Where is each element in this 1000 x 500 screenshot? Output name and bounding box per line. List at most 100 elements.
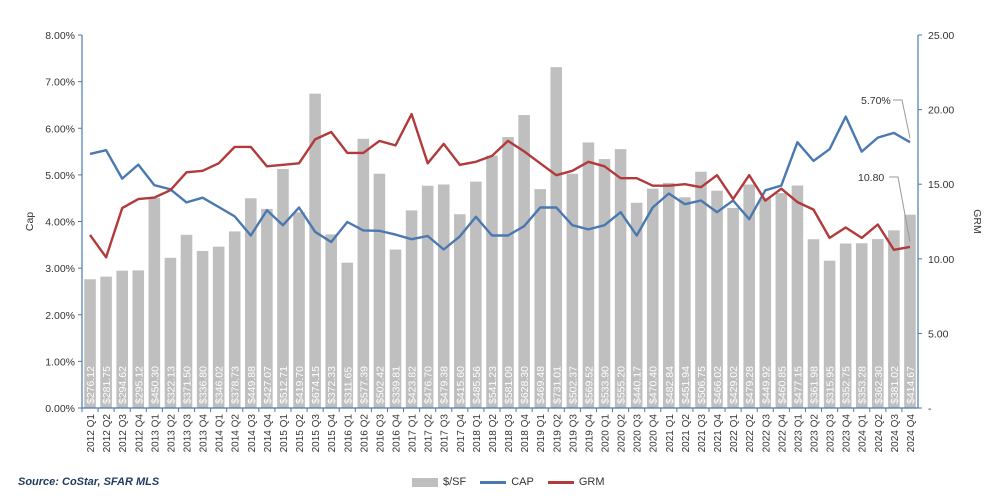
x-tick-label: 2017 Q3 xyxy=(440,414,451,453)
bar-value-label: $423.82 xyxy=(407,366,419,404)
bar-value-label: $674.15 xyxy=(310,366,322,404)
x-tick-label: 2020 Q2 xyxy=(617,414,628,453)
right-tick-label: 5.00 xyxy=(928,328,949,340)
x-tick-label: 2023 Q4 xyxy=(842,414,853,453)
x-tick-label: 2017 Q1 xyxy=(408,414,419,453)
bar-sf xyxy=(823,260,836,408)
bar-value-label: $294.62 xyxy=(117,366,129,404)
bar-sf xyxy=(293,212,305,408)
x-tick-label: 2012 Q4 xyxy=(134,414,145,453)
bar-value-label: $427.07 xyxy=(262,366,274,404)
legend-label-grm: GRM xyxy=(578,476,605,488)
x-tick-label: 2019 Q1 xyxy=(536,414,547,453)
legend-swatch-cap xyxy=(480,480,507,484)
x-tick-label: 2015 Q1 xyxy=(279,414,290,453)
left-tick-label: 2.00% xyxy=(45,310,75,322)
x-tick-label: 2015 Q3 xyxy=(311,414,322,453)
left-tick-label: 8.00% xyxy=(45,30,75,42)
bar-value-label: $479.28 xyxy=(744,366,756,404)
x-tick-label: 2020 Q3 xyxy=(633,414,644,453)
bar-value-label: $628.30 xyxy=(519,366,531,404)
bar-value-label: $482.84 xyxy=(664,366,676,404)
right-tick-label: 25.00 xyxy=(928,30,954,42)
bar-sf xyxy=(373,173,386,408)
x-tick-label: 2013 Q2 xyxy=(166,414,177,453)
bar-sf xyxy=(84,279,96,408)
bar-value-label: $555.20 xyxy=(616,366,628,404)
bar-value-label: $581.09 xyxy=(503,366,515,404)
bar-sf xyxy=(180,234,193,408)
bar-value-label: $477.15 xyxy=(792,366,804,404)
chart-svg: 0.00% 1.00% 2.00% 3.00% 4.00% 5.00% 6.00% 7.00%… xyxy=(24,30,983,453)
x-tick-label: 2014 Q3 xyxy=(247,414,258,453)
bar-sf xyxy=(486,155,498,408)
bar-sf xyxy=(196,250,209,408)
bar-sf xyxy=(550,67,563,408)
x-tick-label: 2016 Q4 xyxy=(392,414,403,453)
x-tick-label: 2018 Q3 xyxy=(504,414,515,453)
bar-value-label: $479.38 xyxy=(439,366,451,404)
x-tick-label: 2015 Q2 xyxy=(295,414,306,453)
bar-sf xyxy=(309,93,321,409)
x-tick-label: 2021 Q2 xyxy=(681,414,692,453)
bar-value-label: $414.67 xyxy=(905,366,917,404)
left-tick-label: 6.00% xyxy=(45,123,75,135)
x-tick-label: 2014 Q1 xyxy=(215,414,226,453)
bar-sf xyxy=(100,276,112,408)
bar-value-label: $346.02 xyxy=(214,366,226,404)
x-tick-label: 2013 Q1 xyxy=(150,414,161,453)
bar-sf xyxy=(775,193,788,408)
bar-value-label: $440.17 xyxy=(632,366,644,404)
x-tick-label: 2024 Q4 xyxy=(906,414,917,453)
legend-item-cap: CAP xyxy=(480,476,534,488)
bar-sf xyxy=(437,184,450,408)
x-tick-label: 2022 Q4 xyxy=(777,414,788,453)
bar-sf xyxy=(582,142,595,408)
bar-sf xyxy=(212,246,225,408)
bar-sf xyxy=(888,230,900,408)
bar-sf xyxy=(454,214,466,408)
bar-sf xyxy=(245,198,257,408)
left-axis-title: Cap xyxy=(24,212,36,231)
grm-annotation-leader xyxy=(889,176,911,242)
x-tick-label: 2017 Q4 xyxy=(456,414,467,453)
bar-value-label: $533.90 xyxy=(600,366,612,404)
x-tick-label: 2016 Q1 xyxy=(343,414,354,453)
right-tick-label: 10.00 xyxy=(928,254,954,266)
x-tick-label: 2019 Q2 xyxy=(552,414,563,453)
cap-end-annotation: 5.70% xyxy=(861,95,891,107)
grm-line xyxy=(89,112,911,259)
bar-value-label: $311.65 xyxy=(342,367,354,404)
bar-sf xyxy=(791,185,804,408)
x-tick-label: 2018 Q4 xyxy=(520,414,531,453)
bar-value-label: $372.33 xyxy=(326,366,338,404)
x-tick-label: 2023 Q1 xyxy=(793,414,804,453)
bar-sf xyxy=(164,257,177,408)
bar-sf xyxy=(405,210,418,408)
bar-value-label: $731.01 xyxy=(551,366,563,404)
bar-sf xyxy=(116,270,128,408)
bar-sf xyxy=(614,149,627,408)
right-tick-label: 15.00 xyxy=(928,179,954,191)
bar-value-label: $336.80 xyxy=(198,366,210,404)
right-tick-label: 20.00 xyxy=(928,105,954,117)
x-tick-label: 2020 Q1 xyxy=(601,414,612,453)
bar-value-label: $339.81 xyxy=(391,366,403,404)
cap-line xyxy=(89,115,911,251)
x-tick-label: 2014 Q4 xyxy=(263,414,274,453)
bar-sf xyxy=(277,168,289,408)
legend: $/SF CAP GRM xyxy=(412,476,605,488)
legend-item-grm: GRM xyxy=(547,476,605,488)
bar-sf xyxy=(502,137,514,409)
bar-value-label: $502.37 xyxy=(567,366,579,404)
left-tick-label: 4.00% xyxy=(45,217,75,229)
left-tick-label: 3.00% xyxy=(45,263,75,275)
x-tick-label: 2022 Q2 xyxy=(745,414,756,453)
left-tick-label: 0.00% xyxy=(45,403,75,415)
legend-item-sf: $/SF xyxy=(412,476,466,488)
x-tick-label: 2019 Q3 xyxy=(568,414,579,453)
bar-value-label: $577.39 xyxy=(358,366,370,404)
left-tick-label: 7.00% xyxy=(45,77,75,89)
bar-value-label: $276.12 xyxy=(85,366,97,404)
x-tick-label: 2016 Q3 xyxy=(375,414,386,453)
